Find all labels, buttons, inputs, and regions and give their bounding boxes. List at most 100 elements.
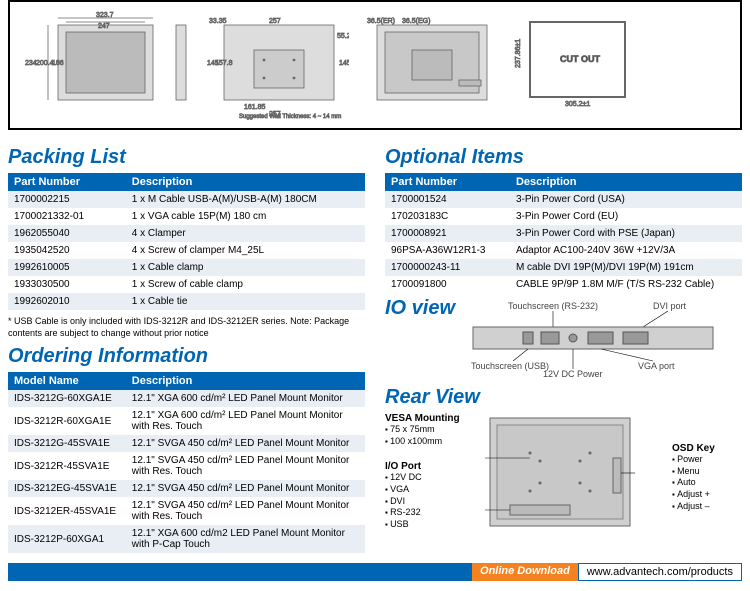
svg-text:157.8: 157.8 [215,60,233,67]
table-cell: 3-Pin Power Cord with PSE (Japan) [510,225,742,242]
table-cell: 96PSA-A36W12R1-3 [385,242,510,259]
ordering-table: Model Name Description IDS-3212G-60XGA1E… [8,372,365,553]
table-row: 19330305001 x Screw of cable clamp [8,276,365,293]
list-item: Adjust – [672,501,742,513]
packing-footnote: * USB Cable is only included with IDS-32… [8,316,365,339]
table-cell: 12.1" XGA 600 cd/m2 LED Panel Mount Moni… [126,525,365,553]
table-row: IDS-3212R-60XGA1E12.1" XGA 600 cd/m² LED… [8,407,365,435]
cutout-drawing: CUT OUT 237.86±1 305.2±1 [510,10,630,110]
online-download-label: Online Download [472,563,578,581]
table-cell: 1962055040 [8,225,126,242]
svg-text:Touchscreen (USB): Touchscreen (USB) [471,361,549,371]
table-cell: 1 x Screw of cable clamp [126,276,365,293]
table-cell: 12.1" SVGA 450 cd/m² LED Panel Mount Mon… [126,435,365,452]
side-view-drawing [171,10,191,110]
table-row: 1700091800CABLE 9P/9P 1.8M M/F (T/S RS-2… [385,276,742,293]
footer-bar: Online Download www.advantech.com/produc… [8,563,742,581]
svg-text:DVI port: DVI port [653,301,687,311]
table-cell: 170203183C [385,208,510,225]
optional-title: Optional Items [385,146,742,169]
table-cell: IDS-3212G-60XGA1E [8,390,126,407]
table-row: 19620550404 x Clamper [8,225,365,242]
front-view-drawing: 323.7 247 234 200.4 186 [18,10,163,110]
table-cell: 1 x Cable clamp [126,259,365,276]
rear-left-callouts: VESA Mounting 75 x 75mm100 x100mm I/O Po… [385,413,475,531]
table-cell: IDS-3212P-60XGA1 [8,525,126,553]
svg-text:33.35: 33.35 [209,18,227,25]
table-row: 19926100051 x Cable clamp [8,259,365,276]
table-cell: 1 x M Cable USB-A(M)/USB-A(M) 180CM [126,191,365,208]
table-cell: 1700091800 [385,276,510,293]
svg-text:55.2: 55.2 [337,33,349,40]
left-column: Packing List Part Number Description 170… [8,140,365,553]
list-item: RS-232 [385,507,475,519]
right-column: Optional Items Part Number Description 1… [385,140,742,553]
table-row: 1700021332-011 x VGA cable 15P(M) 180 cm [8,208,365,225]
table-row: IDS-3212ER-45SVA1E12.1" SVGA 450 cd/m² L… [8,497,365,525]
io-view-diagram: Touchscreen (RS-232) DVI port Touchscree… [463,297,742,380]
optional-header-part: Part Number [385,173,510,191]
ioport-header: I/O Port [385,461,475,472]
packing-header-desc: Description [126,173,365,191]
table-cell: 4 x Screw of clamper M4_25L [126,242,365,259]
rear-view-diagram [485,413,662,536]
table-cell: 3-Pin Power Cord (USA) [510,191,742,208]
svg-text:200.4: 200.4 [36,60,54,67]
list-item: USB [385,519,475,531]
download-url[interactable]: www.advantech.com/products [578,563,742,581]
svg-text:36.5(ER): 36.5(ER) [367,18,395,25]
table-row: IDS-3212P-60XGA112.1" XGA 600 cd/m2 LED … [8,525,365,553]
table-row: 19926020101 x Cable tie [8,293,365,310]
svg-text:12V DC Power: 12V DC Power [543,369,603,377]
io-view-title: IO view [385,297,455,320]
ordering-title: Ordering Information [8,345,365,368]
osd-header: OSD Key [672,443,742,454]
svg-text:323.7: 323.7 [96,12,114,19]
list-item: 75 x 75mm [385,424,475,436]
rear-view-title: Rear View [385,386,742,409]
svg-text:305.2±1: 305.2±1 [565,101,590,108]
table-row: 17000089213-Pin Power Cord with PSE (Jap… [385,225,742,242]
table-row: IDS-3212R-45SVA1E12.1" SVGA 450 cd/m² LE… [8,452,365,480]
table-row: 17000022151 x M Cable USB-A(M)/USB-A(M) … [8,191,365,208]
table-cell: 1 x Cable tie [126,293,365,310]
table-cell: 12.1" XGA 600 cd/m² LED Panel Mount Moni… [126,407,365,435]
table-row: 170203183C3-Pin Power Cord (EU) [385,208,742,225]
ordering-header-desc: Description [126,372,365,390]
svg-text:Suggested Wall Thickness: 4 ~: Suggested Wall Thickness: 4 ~ 14 mm [239,114,341,120]
table-cell: 3-Pin Power Cord (EU) [510,208,742,225]
list-item: Adjust + [672,489,742,501]
list-item: VGA [385,484,475,496]
svg-text:247: 247 [98,23,110,30]
list-item: DVI [385,496,475,508]
table-cell: 1933030500 [8,276,126,293]
table-cell: 1700001524 [385,191,510,208]
optional-table: Part Number Description 17000015243-Pin … [385,173,742,293]
list-item: Power [672,454,742,466]
svg-text:36.5(EG): 36.5(EG) [402,18,430,25]
table-cell: 12.1" SVGA 450 cd/m² LED Panel Mount Mon… [126,497,365,525]
table-cell: CABLE 9P/9P 1.8M M/F (T/S RS-232 Cable) [510,276,742,293]
table-cell: 12.1" SVGA 450 cd/m² LED Panel Mount Mon… [126,452,365,480]
table-row: IDS-3212G-60XGA1E12.1" XGA 600 cd/m² LED… [8,390,365,407]
optional-header-desc: Description [510,173,742,191]
ordering-header-model: Model Name [8,372,126,390]
table-cell: IDS-3212EG-45SVA1E [8,480,126,497]
table-cell: Adaptor AC100-240V 36W +12V/3A [510,242,742,259]
svg-text:257: 257 [269,18,281,25]
table-cell: 4 x Clamper [126,225,365,242]
rear-view-drawing: 33.35 257 145 145 157.8 161.85 257 55.2 … [199,10,349,120]
table-cell: 1700008921 [385,225,510,242]
list-item: 12V DC [385,472,475,484]
table-cell: IDS-3212R-45SVA1E [8,452,126,480]
svg-text:186: 186 [52,60,64,67]
table-cell: IDS-3212G-45SVA1E [8,435,126,452]
table-cell: 1700002215 [8,191,126,208]
table-cell: 1935042520 [8,242,126,259]
rear-angle-drawing: 36.5(ER) 36.5(EG) [357,10,502,110]
packing-list-table: Part Number Description 17000022151 x M … [8,173,365,310]
rear-right-callouts: OSD Key PowerMenuAutoAdjust +Adjust – [672,413,742,512]
svg-text:145: 145 [339,60,349,67]
table-cell: 1992610005 [8,259,126,276]
table-row: 96PSA-A36W12R1-3Adaptor AC100-240V 36W +… [385,242,742,259]
